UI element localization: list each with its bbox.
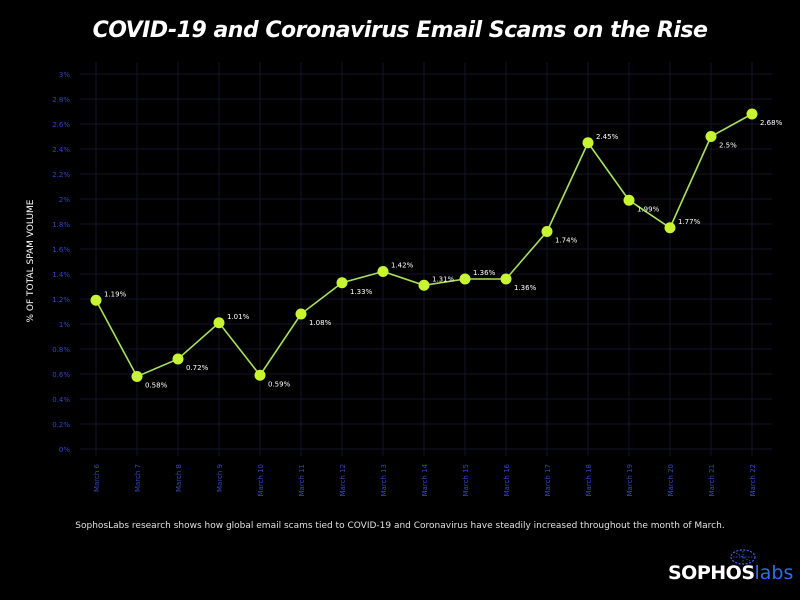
y-tick-label: 0.2%: [52, 421, 70, 429]
grid: [80, 62, 772, 456]
chart-title: COVID-19 and Coronavirus Email Scams on …: [92, 18, 708, 43]
y-axis-label: % OF TOTAL SPAM VOLUME: [26, 199, 36, 322]
y-tick-label: 2.4%: [52, 146, 70, 154]
data-point: [746, 108, 758, 120]
y-tick-label: 0%: [59, 446, 70, 454]
data-label: 1.31%: [432, 275, 455, 283]
data-label: 2.68%: [760, 119, 783, 127]
y-tick-label: 1.4%: [52, 271, 70, 279]
y-tick-label: 0.8%: [52, 346, 70, 354]
y-tick-label: 2.2%: [52, 171, 70, 179]
y-tick-label: 0.6%: [52, 371, 70, 379]
data-point: [336, 277, 348, 289]
data-labels: 1.19% 0.58% 0.72% 1.01% 0.59% 1.08% 1.33% 1.42%…: [104, 119, 783, 390]
y-tick-labels: 0% 0.2% 0.4% 0.6% 0.8% 1% 1.2% 1.4% 1.6% 1.8% 2% 2.…: [52, 71, 70, 454]
x-tick-label: March 20: [667, 464, 675, 496]
x-tick-labels: March 6 March 7 March 8 March 9 March 10 Marc…: [93, 463, 757, 496]
x-tick-label: March 21: [708, 464, 716, 496]
y-tick-label: 2.8%: [52, 96, 70, 104]
data-label: 1.42%: [391, 262, 414, 270]
x-tick-label: March 15: [462, 464, 470, 496]
data-label: 1.33%: [350, 288, 373, 296]
y-tick-label: 1%: [59, 321, 70, 329]
x-tick-label: March 9: [216, 464, 224, 492]
data-point: [90, 294, 102, 306]
data-label: 1.74%: [555, 237, 578, 245]
data-label: 1.01%: [227, 313, 250, 321]
data-point: [705, 131, 717, 142]
data-point: [418, 279, 430, 291]
brain-icon: [730, 549, 756, 565]
data-label: 0.58%: [145, 382, 168, 390]
x-tick-label: March 17: [544, 464, 552, 496]
data-point: [582, 137, 594, 149]
data-label: 1.77%: [678, 218, 701, 226]
y-tick-label: 1.2%: [52, 296, 70, 304]
data-points: [90, 108, 758, 382]
data-label: 1.36%: [473, 269, 496, 277]
data-label: 1.36%: [514, 284, 537, 292]
sophoslabs-logo: SOPHOSlabs: [668, 549, 794, 584]
data-point: [623, 194, 635, 206]
caption: SophosLabs research shows how global ema…: [75, 521, 725, 531]
data-point: [213, 317, 225, 329]
x-tick-label: March 11: [298, 464, 306, 496]
y-tick-label: 2%: [59, 196, 70, 204]
logo-labs: labs: [754, 562, 794, 584]
data-point: [500, 273, 512, 285]
data-point: [172, 353, 184, 365]
data-label: 1.08%: [309, 319, 332, 327]
y-tick-label: 1.6%: [52, 246, 70, 254]
x-tick-label: March 22: [749, 464, 757, 496]
x-tick-label: March 14: [421, 463, 429, 496]
x-tick-label: March 19: [626, 464, 634, 496]
x-tick-label: March 6: [93, 463, 101, 492]
data-point: [664, 222, 676, 234]
x-tick-label: March 18: [585, 464, 593, 496]
x-tick-label: March 13: [380, 464, 388, 496]
data-label: 0.72%: [186, 364, 209, 372]
data-point: [377, 266, 389, 277]
x-tick-label: March 16: [503, 463, 511, 496]
x-tick-label: March 7: [134, 464, 142, 492]
x-tick-label: March 10: [257, 464, 265, 496]
x-tick-label: March 12: [339, 464, 347, 496]
y-tick-label: 0.4%: [52, 396, 70, 404]
data-point: [459, 273, 471, 285]
data-label: 2.5%: [719, 142, 737, 150]
logo-sophos: SOPHOS: [668, 562, 755, 584]
data-label: 2.45%: [596, 133, 619, 141]
y-tick-label: 1.8%: [52, 221, 70, 229]
data-point: [295, 308, 307, 320]
y-tick-label: 3%: [59, 71, 70, 79]
data-point: [541, 226, 553, 237]
y-tick-label: 2.6%: [52, 121, 70, 129]
data-label: 1.99%: [637, 205, 660, 213]
data-point: [254, 369, 266, 381]
x-tick-label: March 8: [175, 464, 183, 492]
data-point: [131, 371, 143, 382]
data-label: 1.19%: [104, 290, 127, 298]
data-label: 0.59%: [268, 380, 291, 388]
